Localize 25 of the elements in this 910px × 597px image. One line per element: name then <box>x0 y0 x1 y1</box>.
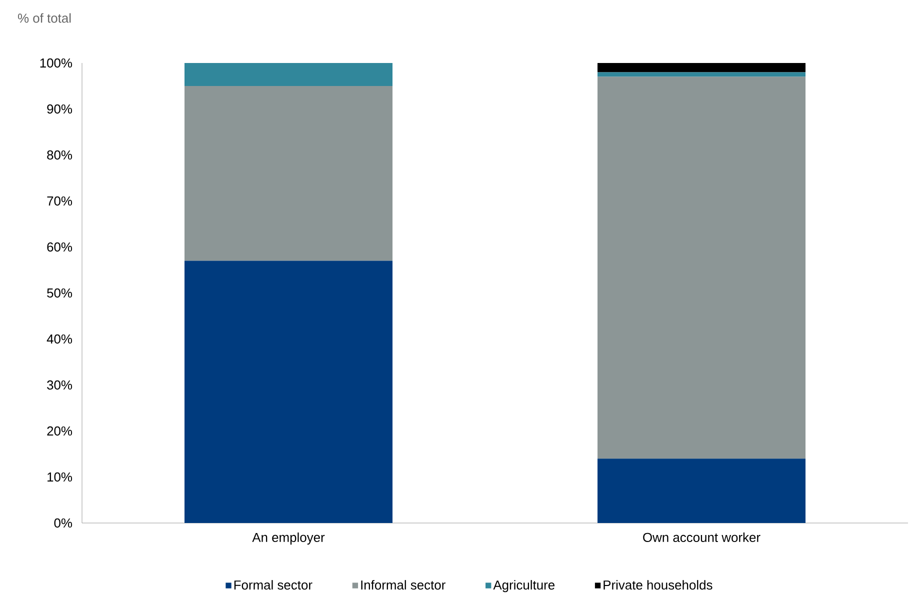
y-tick-label: 0% <box>54 518 72 528</box>
y-tick-label: 50% <box>47 288 72 298</box>
bar <box>598 458 806 523</box>
legend-label: Formal sector <box>234 580 312 590</box>
bar <box>598 72 806 77</box>
y-tick-label: 70% <box>47 196 72 206</box>
legend-label: Agriculture <box>493 580 555 592</box>
legend-label: Informal sector <box>361 580 446 590</box>
y-tick-label: 100% <box>40 58 72 68</box>
bar <box>598 62 806 72</box>
y-tick-label: 40% <box>46 334 72 344</box>
bar <box>184 62 393 86</box>
y-tick-label: 90% <box>47 104 72 114</box>
x-tick-label: An employer <box>252 532 325 545</box>
y-tick-label: 60% <box>47 242 72 252</box>
bar <box>598 76 806 459</box>
bar <box>184 260 393 523</box>
y-axis-title: % of total <box>18 13 71 23</box>
y-tick-label: 20% <box>47 426 72 436</box>
bar <box>184 86 393 261</box>
x-tick-label: Own account worker <box>643 532 760 542</box>
y-tick-label: 10% <box>48 472 72 482</box>
y-tick-label: 30% <box>47 380 72 390</box>
legend-label: Private households <box>604 580 712 590</box>
y-tick-label: 80% <box>47 150 72 160</box>
